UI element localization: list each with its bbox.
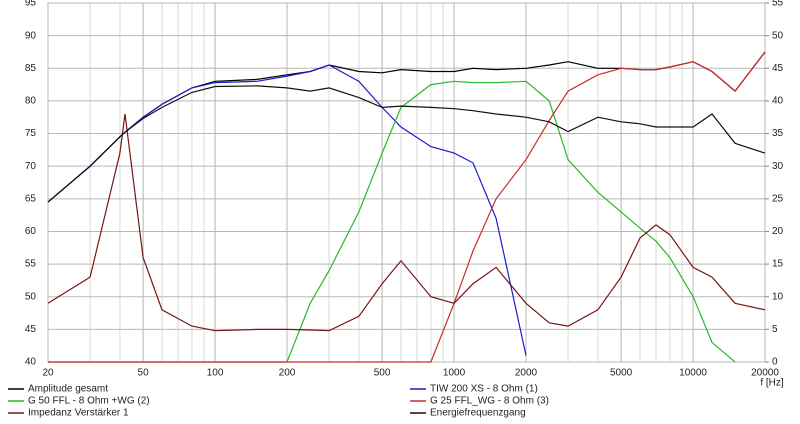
legend-label: TIW 200 XS - 8 Ohm (1) [430,384,538,395]
y2-tick-label: 40 [772,96,784,107]
x-tick-label: 200 [279,368,296,379]
x-tick-label: 1000 [443,368,466,379]
y-tick-label: 50 [25,291,37,302]
y-tick-label: 75 [25,128,37,139]
y2-tick-label: 35 [772,128,784,139]
y2-tick-label: 5 [772,324,778,335]
y2-tick-label: 45 [772,63,784,74]
x-tick-label: 20000 [751,368,779,379]
y2-tick-label: 30 [772,161,784,172]
x-tick-label: 5000 [610,368,633,379]
series-line [48,51,766,363]
legend-label: G 25 FFL_WG - 8 Ohm (3) [430,396,549,407]
y-tick-label: 65 [25,193,37,204]
x-tick-label: 500 [374,368,391,379]
y2-tick-label: 50 [772,30,784,41]
y2-tick-label: 55 [772,0,784,9]
y2-tick-label: 0 [772,357,778,368]
x-tick-label: 20 [42,368,54,379]
legend-label: Amplitude gesamt [28,384,108,395]
y-tick-label: 40 [25,357,37,368]
y-tick-label: 60 [25,226,37,237]
y-tick-label: 70 [25,161,37,172]
legend-label: Energiefrequenzgang [430,408,526,419]
series-line [47,113,766,332]
y-tick-label: 80 [25,96,37,107]
y-tick-label: 95 [25,0,37,9]
y-tick-label: 45 [25,324,37,335]
x-tick-label: 50 [138,368,150,379]
y2-tick-label: 20 [772,226,784,237]
x-tick-label: 100 [207,368,224,379]
y2-tick-label: 15 [772,259,784,270]
y-tick-label: 90 [25,30,37,41]
y2-tick-label: 10 [772,291,784,302]
legend-label: G 50 FFL - 8 Ohm +WG (2) [28,396,150,407]
plot-frame [47,2,766,363]
x-axis-label: f [Hz] [760,378,784,389]
y-tick-label: 55 [25,259,37,270]
series-line [47,85,766,203]
y2-tick-label: 25 [772,193,784,204]
y-tick-label: 85 [25,63,37,74]
x-tick-label: 2000 [515,368,538,379]
x-tick-label: 10000 [679,368,707,379]
legend-label: Impedanz Verstärker 1 [28,408,129,419]
